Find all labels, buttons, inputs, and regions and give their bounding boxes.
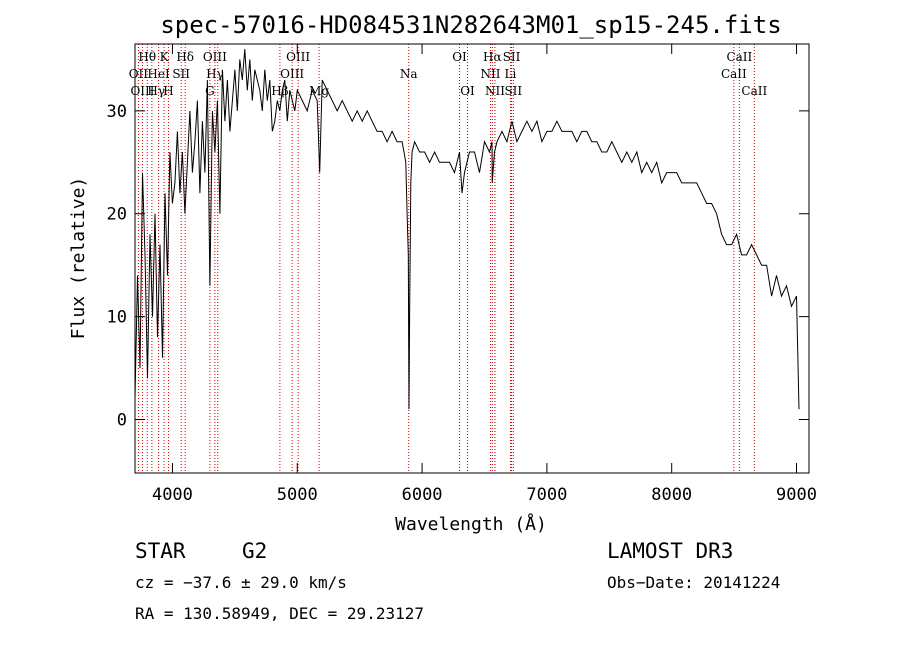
spectral-line-label: OII <box>129 67 149 81</box>
spectral-line-label: SII <box>172 67 190 81</box>
spectral-line-label: Na <box>400 67 418 81</box>
x-tick-label: 8000 <box>651 485 692 505</box>
chart-title: spec-57016-HD084531N282643M01_sp15-245.f… <box>160 11 781 39</box>
spectral-line-label: OIII <box>280 67 304 81</box>
survey-name: LAMOST DR3 <box>607 539 733 563</box>
spectral-line-label: OIII <box>130 84 154 98</box>
x-tick-label: 7000 <box>526 485 567 505</box>
spectral-line-label: K <box>160 50 170 64</box>
spectral-line-label: Hδ <box>176 50 194 64</box>
y-tick-label: 0 <box>117 411 127 431</box>
plot-frame <box>134 43 810 474</box>
spectral-line-label: Hβ <box>271 84 288 98</box>
spectral-line-label: Hγ <box>206 67 224 81</box>
spectral-line-label: CaII <box>741 84 767 98</box>
obs-date: Obs−Date: 20141224 <box>607 573 780 592</box>
spectral-line-label: G <box>205 84 215 98</box>
spectral-line-label: Hγ <box>147 84 165 98</box>
y-axis-label: Flux (relative) <box>68 177 89 340</box>
x-axis-label: Wavelength (Å) <box>395 513 547 535</box>
x-tick-label: 4000 <box>152 485 193 505</box>
spectral-line-label: NII <box>485 84 505 98</box>
y-tick-label: 30 <box>107 102 127 122</box>
object-type: STAR <box>135 539 186 563</box>
subclass: G2 <box>242 539 267 563</box>
spectral-line-label: Hα <box>483 50 502 64</box>
spectrum-line <box>134 49 800 410</box>
y-axis-ticks: 0 10 20 30 <box>107 102 809 431</box>
spectral-line-label: SII <box>503 50 521 64</box>
redshift-cz: cz = −37.6 ± 29.0 km/s <box>135 573 347 592</box>
spectral-line-label: CaII <box>721 67 747 81</box>
spectral-line-label: Hθ <box>138 50 156 64</box>
y-tick-label: 10 <box>107 308 127 328</box>
spectral-line-label: CaII <box>726 50 752 64</box>
x-tick-label: 9000 <box>776 485 817 505</box>
spectral-line-label: Li <box>505 67 517 81</box>
spectral-line-label: NII <box>480 67 500 81</box>
spectral-line-label: OIII <box>286 50 310 64</box>
ra-dec: RA = 130.58949, DEC = 29.23127 <box>135 604 424 623</box>
spectral-line-label: HeI <box>147 67 170 81</box>
spectral-line-label: H <box>163 84 173 98</box>
x-tick-label: 6000 <box>402 485 443 505</box>
x-tick-label: 5000 <box>277 485 318 505</box>
spectral-line-label: OIII <box>203 50 227 64</box>
y-tick-label: 20 <box>107 205 127 225</box>
x-axis-ticks: 4000 5000 6000 7000 8000 9000 <box>152 44 817 505</box>
line-markers <box>137 44 755 473</box>
spectral-line-label: SII <box>504 84 522 98</box>
spectral-line-label: OI <box>452 50 467 64</box>
spectral-line-label: OI <box>460 84 475 98</box>
